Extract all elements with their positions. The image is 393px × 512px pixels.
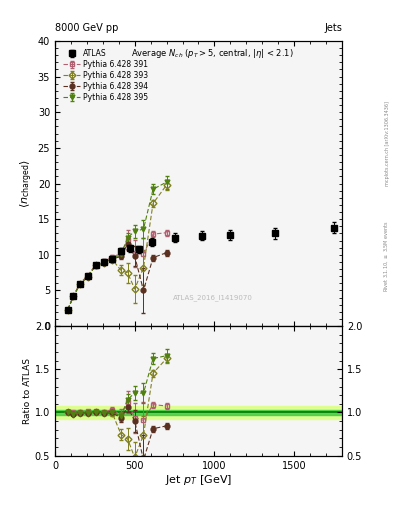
Text: ATLAS_2016_I1419070: ATLAS_2016_I1419070 bbox=[173, 294, 253, 301]
Legend: ATLAS, Pythia 6.428 391, Pythia 6.428 393, Pythia 6.428 394, Pythia 6.428 395: ATLAS, Pythia 6.428 391, Pythia 6.428 39… bbox=[62, 48, 150, 103]
Y-axis label: Ratio to ATLAS: Ratio to ATLAS bbox=[23, 358, 32, 424]
X-axis label: Jet $p_T$ [GeV]: Jet $p_T$ [GeV] bbox=[165, 473, 232, 487]
Text: mcplots.cern.ch [arXiv:1306.3436]: mcplots.cern.ch [arXiv:1306.3436] bbox=[385, 101, 390, 186]
Text: Jets: Jets bbox=[324, 23, 342, 33]
Text: Average $N_{ch}$ ($p_T$$>$5, central, $|\eta|$ < 2.1): Average $N_{ch}$ ($p_T$$>$5, central, $|… bbox=[131, 47, 294, 60]
Text: 8000 GeV pp: 8000 GeV pp bbox=[55, 23, 118, 33]
Y-axis label: $\langle n_{\rm charged} \rangle$: $\langle n_{\rm charged} \rangle$ bbox=[18, 159, 35, 208]
Text: Rivet 3.1.10, $\geq$ 3.5M events: Rivet 3.1.10, $\geq$ 3.5M events bbox=[383, 220, 390, 292]
